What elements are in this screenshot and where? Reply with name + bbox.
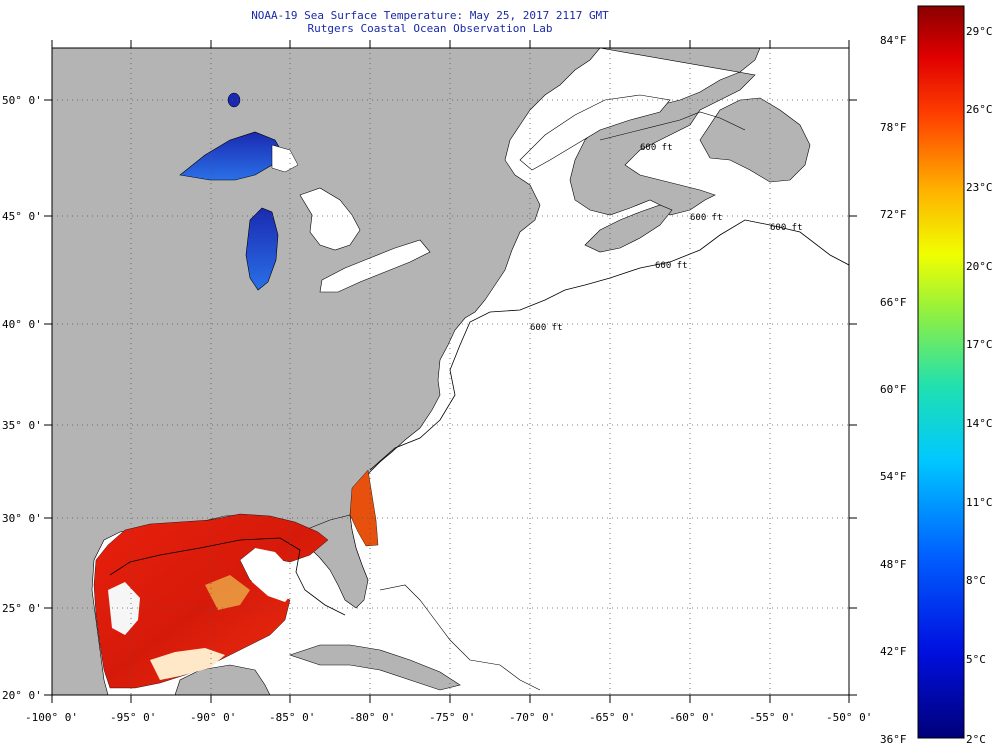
lake-superior-nodata xyxy=(271,144,299,173)
lon-label: -70° 0' xyxy=(509,711,556,724)
colorbar-c-label: 2°C xyxy=(966,733,986,746)
colorbar-c-label: 26°C xyxy=(966,103,993,116)
colorbar-c-label: 5°C xyxy=(966,653,986,666)
shelf-contour-north xyxy=(599,111,746,141)
colorbar-f-label: 54°F xyxy=(880,470,907,483)
land-newfoundland xyxy=(699,97,811,183)
colorbar-c-label: 14°C xyxy=(966,417,993,430)
land-mass-maritimes xyxy=(569,48,761,216)
lake-nipigon-sst xyxy=(227,92,241,108)
gulf-cloud-patch-west xyxy=(108,582,140,635)
lon-label: -75° 0' xyxy=(429,711,476,724)
colorbar-c-label: 17°C xyxy=(966,338,993,351)
colorbar-c-label: 11°C xyxy=(966,496,993,509)
colorbar-c-label: 8°C xyxy=(966,574,986,587)
lat-label: 45° 0' xyxy=(2,210,42,223)
gulf-warm-streak xyxy=(205,575,250,610)
gulf-cloud-patch-south xyxy=(150,648,225,680)
lat-label: 30° 0' xyxy=(2,512,42,525)
map-title: NOAA-19 Sea Surface Temperature: May 25,… xyxy=(251,9,609,22)
shelf-contour-gulf xyxy=(109,537,346,616)
lake-erie-ontario-nodata xyxy=(319,239,431,293)
land-yucatan xyxy=(174,664,271,695)
colorbar xyxy=(917,5,965,739)
lon-label: -90° 0' xyxy=(190,711,237,724)
colorbar-c-label: 20°C xyxy=(966,260,993,273)
contour-label: 600 ft xyxy=(770,223,803,233)
lake-michigan-sst xyxy=(245,207,279,291)
atlantic-sst-strip xyxy=(349,469,379,547)
lat-label: 35° 0' xyxy=(2,419,42,432)
contour-label: 600 ft xyxy=(530,323,563,333)
map-subtitle: Rutgers Coastal Ocean Observation Lab xyxy=(307,22,553,35)
lat-label: 50° 0' xyxy=(2,94,42,107)
colorbar-c-label: 23°C xyxy=(966,181,993,194)
contour-label: 600 ft xyxy=(655,261,688,271)
colorbar-f-label: 78°F xyxy=(880,121,907,134)
lon-label: -65° 0' xyxy=(589,711,636,724)
lon-label: -50° 0' xyxy=(826,711,873,724)
colorbar-c-label: 29°C xyxy=(966,25,993,38)
colorbar-f-label: 48°F xyxy=(880,558,907,571)
st-lawrence-nodata xyxy=(519,94,671,171)
contour-label: 600 ft xyxy=(690,213,723,223)
lon-label: -60° 0' xyxy=(669,711,716,724)
land-nova-scotia xyxy=(584,204,673,253)
colorbar-f-label: 72°F xyxy=(880,208,907,221)
lon-label: -55° 0' xyxy=(749,711,796,724)
lon-label: -95° 0' xyxy=(110,711,157,724)
lon-label: -100° 0' xyxy=(25,711,78,724)
lon-label: -85° 0' xyxy=(269,711,316,724)
colorbar-f-label: 66°F xyxy=(880,296,907,309)
land-cuba xyxy=(289,644,461,691)
colorbar-f-label: 42°F xyxy=(880,645,907,658)
lon-label: -80° 0' xyxy=(349,711,396,724)
colorbar-f-label: 84°F xyxy=(880,34,907,47)
lat-label: 20° 0' xyxy=(2,689,42,702)
gulf-cloud-patch xyxy=(245,548,295,602)
lat-label: 40° 0' xyxy=(2,318,42,331)
contour-label: 600 ft xyxy=(640,143,673,153)
lat-label: 25° 0' xyxy=(2,602,42,615)
colorbar-f-label: 36°F xyxy=(880,733,907,746)
colorbar-f-label: 60°F xyxy=(880,383,907,396)
bahamas-contour xyxy=(379,584,541,691)
lake-huron-nodata xyxy=(299,187,361,251)
axis-ticks xyxy=(44,40,857,703)
